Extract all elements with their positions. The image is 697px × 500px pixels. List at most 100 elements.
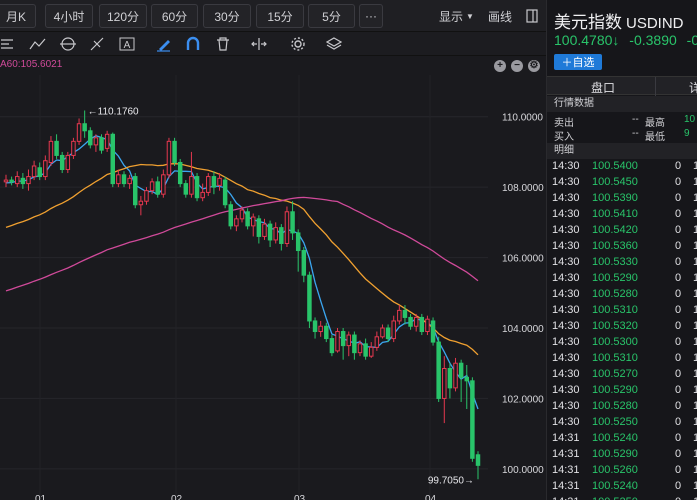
candle-up	[284, 211, 290, 244]
candle-down	[245, 211, 250, 227]
candle-up	[166, 140, 172, 176]
layers-tool[interactable]	[325, 35, 343, 53]
tick-row: 14:31 100.5240 01	[547, 432, 697, 448]
brush-tool[interactable]	[155, 35, 173, 53]
tick-time: 14:30	[552, 256, 580, 268]
tick-time: 14:30	[552, 288, 580, 300]
candle-down	[132, 176, 138, 206]
tick-price: 100.5250	[592, 416, 638, 428]
period-tab-120m[interactable]: 120分	[99, 4, 147, 28]
period-bar: 月K 4小时 120分 60分 30分 15分 5分 ··· 显示 ▼ 画线	[0, 0, 546, 32]
tick-price: 100.5290	[592, 272, 638, 284]
draw-line-button[interactable]: 画线	[488, 4, 512, 28]
delete-tool[interactable]	[214, 35, 232, 53]
period-tab-60m[interactable]: 60分	[151, 4, 198, 28]
candle-up	[93, 137, 99, 146]
tick-extra: 1	[693, 448, 697, 460]
zoom-in-button[interactable]: +	[494, 60, 506, 72]
candle-down	[256, 218, 262, 237]
tick-price: 100.5310	[592, 304, 638, 316]
candle-down	[88, 130, 93, 146]
tick-extra: 1	[693, 400, 697, 412]
ruler-tool[interactable]	[88, 35, 106, 53]
tick-row: 14:31 100.5290 01	[547, 448, 697, 464]
y-tick-label: 100.0000	[502, 465, 544, 476]
candle-down	[324, 325, 329, 340]
candle-up	[26, 176, 31, 185]
candle-down	[464, 376, 470, 382]
tick-time: 14:31	[552, 480, 580, 492]
tick-row: 14:30 100.5290 01	[547, 272, 697, 288]
candle-up	[127, 177, 132, 185]
caret-down-icon: ▼	[466, 11, 474, 21]
display-menu[interactable]: 显示 ▼	[439, 4, 474, 28]
collapse-panel-button[interactable]	[526, 4, 538, 28]
tick-volume: 0	[675, 320, 682, 332]
candlestick-chart[interactable]: 110.0000 108.0000 106.0000 104.0000 102.0000…	[0, 75, 546, 500]
instrument-title: 美元指数 USDIND	[554, 8, 684, 33]
candle-up	[368, 346, 374, 357]
tick-time: 14:30	[552, 240, 580, 252]
layout-tool[interactable]	[0, 35, 18, 53]
candle-down	[295, 232, 301, 252]
add-watchlist-button[interactable]: ＋自选	[554, 54, 602, 70]
low-label: 最低	[645, 132, 665, 143]
draw-line-label: 画线	[488, 9, 513, 24]
tick-row: 14:30 100.5390 01	[547, 192, 697, 208]
candle-up	[200, 191, 205, 199]
candle-down	[363, 343, 368, 357]
period-tab-30m[interactable]: 30分	[203, 4, 251, 28]
tick-price: 100.5410	[592, 208, 638, 220]
tick-row: 14:30 100.5310 01	[547, 352, 697, 368]
price-change-pct: -0	[686, 32, 697, 48]
tick-volume: 0	[675, 480, 682, 492]
ma-mid-line	[5, 163, 479, 356]
tick-price: 100.5280	[592, 288, 638, 300]
tick-extra: 1	[693, 496, 697, 500]
tick-price: 100.5300	[592, 336, 638, 348]
tick-row: 14:30 100.5280 01	[547, 400, 697, 416]
tick-extra: 1	[693, 224, 697, 236]
candle-down	[37, 167, 42, 178]
candle-up	[442, 368, 447, 399]
chart-settings-button[interactable]: ⚙	[528, 60, 540, 72]
tick-extra: 1	[693, 368, 697, 380]
magnet-tool[interactable]	[184, 35, 202, 53]
cycle-icon	[60, 37, 76, 51]
svg-text:A: A	[124, 40, 131, 51]
zoom-out-button[interactable]: −	[511, 60, 523, 72]
period-tab-15m[interactable]: 15分	[256, 4, 304, 28]
x-tick-label: 02	[171, 494, 183, 500]
candle-down	[279, 227, 284, 244]
tick-volume: 0	[675, 432, 682, 444]
tick-row: 14:31 100.5250 0 1	[547, 496, 697, 500]
tab-details[interactable]: 详	[689, 79, 697, 96]
chart-canvas[interactable]: 110.0000 108.0000 106.0000 104.0000 102.0000…	[0, 75, 546, 500]
candle-up	[144, 190, 149, 202]
tick-time: 14:30	[552, 192, 580, 204]
sell-label: 卖出	[554, 118, 574, 129]
text-tool[interactable]: A	[118, 35, 136, 53]
candle-up	[43, 160, 48, 178]
tick-time: 14:30	[552, 224, 580, 236]
period-tab-month[interactable]: 月K	[0, 4, 36, 28]
period-tab-4h[interactable]: 4小时	[45, 4, 93, 28]
trend-tool[interactable]	[29, 35, 47, 53]
tick-volume: 0	[675, 336, 682, 348]
cycle-tool[interactable]	[59, 35, 77, 53]
tick-volume: 0	[675, 448, 682, 460]
tick-volume: 0	[675, 384, 682, 396]
split-tool[interactable]	[250, 35, 268, 53]
candle-down	[228, 204, 234, 227]
settings-tool[interactable]	[289, 35, 307, 53]
more-periods-button[interactable]: ···	[359, 4, 383, 28]
tick-extra: 1	[693, 192, 697, 204]
period-tab-5m[interactable]: 5分	[308, 4, 355, 28]
indicator-info-bar: A60:105.6021 + − ⚙	[0, 57, 546, 75]
tick-price: 100.5420	[592, 224, 638, 236]
tick-extra: 1	[693, 464, 697, 476]
tick-volume: 0	[675, 160, 682, 172]
tab-orderbook[interactable]: 盘口	[591, 81, 616, 95]
tick-row: 14:30 100.5410 01	[547, 208, 697, 224]
layers-icon	[326, 37, 342, 50]
